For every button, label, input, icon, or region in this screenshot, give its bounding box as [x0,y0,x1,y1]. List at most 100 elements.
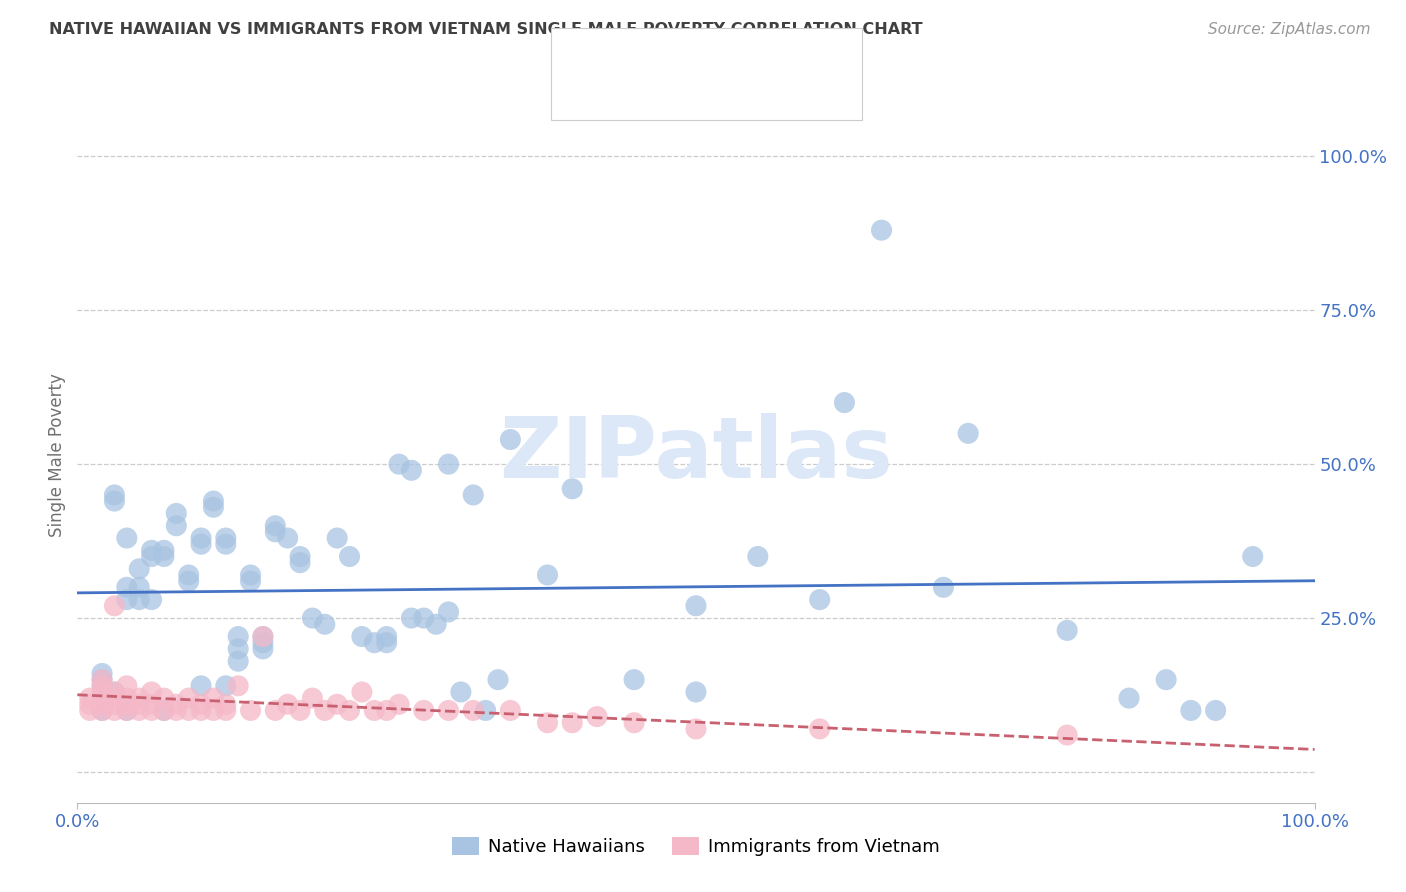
Point [202,500,225,515]
Point [486,673,509,687]
Point [177,691,200,706]
Point [1154,673,1177,687]
Point [536,568,558,582]
Point [226,679,249,693]
Point [301,691,323,706]
Point [215,698,238,712]
Point [363,636,385,650]
Point [375,703,398,717]
Point [115,703,138,717]
Point [288,703,311,717]
Point [103,685,125,699]
Point [128,562,150,576]
Point [401,463,423,477]
Point [277,698,299,712]
Point [474,703,496,717]
Point [115,679,138,693]
Point [932,580,955,594]
Point [215,679,238,693]
Point [301,611,323,625]
Point [128,703,150,717]
Point [91,679,114,693]
Point [128,691,150,706]
Point [623,715,645,730]
Point [1180,703,1202,717]
Point [103,685,125,699]
Point [437,457,460,471]
Point [363,703,385,717]
Point [115,592,138,607]
Point [165,507,187,521]
Point [91,698,114,712]
Point [141,698,163,712]
Point [412,611,434,625]
Point [177,574,200,589]
Point [202,703,225,717]
Point [326,698,349,712]
Point [226,654,249,668]
Point [215,703,238,717]
Point [91,673,114,687]
Point [115,691,138,706]
Point [561,482,583,496]
Point [388,698,411,712]
Point [226,630,249,644]
Point [339,549,361,564]
Point [264,524,287,539]
Point [685,599,707,613]
Point [252,641,274,656]
Point [153,549,176,564]
Point [957,426,980,441]
Point [115,703,138,717]
Point [499,703,522,717]
Point [115,698,138,712]
Point [165,518,187,533]
Point [103,703,125,717]
Point [252,630,274,644]
Text: N =: N = [695,86,747,103]
Point [153,703,176,717]
Point [79,691,101,706]
Point [115,580,138,594]
Point [91,666,114,681]
Point [314,617,336,632]
Legend: Native Hawaiians, Immigrants from Vietnam: Native Hawaiians, Immigrants from Vietna… [444,830,948,863]
Point [91,673,114,687]
Point [401,611,423,625]
Point [239,574,262,589]
Point [499,433,522,447]
Point [190,531,212,545]
Point [165,698,187,712]
Point [425,617,447,632]
Point [141,685,163,699]
Point [153,703,176,717]
Point [79,703,101,717]
Point [450,685,472,699]
Point [153,543,176,558]
Text: NATIVE HAWAIIAN VS IMMIGRANTS FROM VIETNAM SINGLE MALE POVERTY CORRELATION CHART: NATIVE HAWAIIAN VS IMMIGRANTS FROM VIETN… [49,22,922,37]
Text: N =: N = [688,48,740,66]
Point [314,703,336,717]
Point [437,703,460,717]
Point [264,703,287,717]
Point [103,494,125,508]
Point [141,549,163,564]
Point [747,549,769,564]
Point [1056,728,1078,742]
Point [226,641,249,656]
Point [215,537,238,551]
Point [375,636,398,650]
Point [128,580,150,594]
Point [375,630,398,644]
Point [103,488,125,502]
Point [288,556,311,570]
Point [1241,549,1264,564]
Point [239,703,262,717]
Y-axis label: Single Male Poverty: Single Male Poverty [48,373,66,537]
Point [177,568,200,582]
Point [91,679,114,693]
Point [350,630,373,644]
Point [79,698,101,712]
Text: R =: R = [620,48,659,66]
Point [190,698,212,712]
